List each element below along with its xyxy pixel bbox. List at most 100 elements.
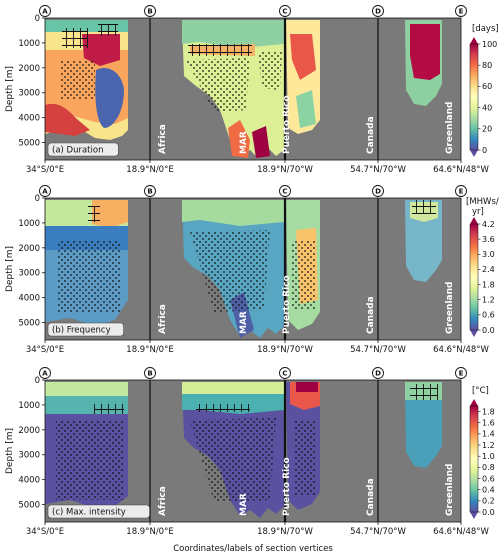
place-label: Canada <box>366 116 376 154</box>
place-label: Africa <box>158 486 168 516</box>
vertex-marker-B: B <box>147 188 152 196</box>
vertex-marker-C: C <box>282 8 287 16</box>
y-tick-label: 0 <box>35 14 40 24</box>
vertex-marker-circle <box>455 367 467 379</box>
y-tick-label: 0 <box>35 376 40 386</box>
vertex-marker-E: E <box>459 370 464 378</box>
colorbar-tick-label: 60 <box>482 82 492 91</box>
colorbar-tick-label: 1.8 <box>482 407 495 416</box>
colorbar-tick-label: 80 <box>482 61 492 70</box>
y-tick-label: 2000 <box>18 244 40 254</box>
x-tick-label: 18.9°N/70°W <box>257 345 313 355</box>
x-tick-label: 34°S/0°E <box>26 527 64 537</box>
place-label: Puerto Rico <box>282 457 292 516</box>
y-tick-label: 3000 <box>18 89 40 99</box>
colorbar-tick-label: 1.6 <box>482 419 495 428</box>
vertex-marker-A: A <box>42 8 48 16</box>
colorbar-unit: [MHWs/ <box>466 197 499 207</box>
x-tick-label: 64.6°N/48°W <box>433 345 489 355</box>
place-label: Africa <box>158 304 168 334</box>
place-label: MAR <box>239 311 249 334</box>
colorbar-unit: [°C] <box>472 386 489 396</box>
vertex-marker-A: A <box>42 370 48 378</box>
vertex-marker-circle <box>455 185 467 197</box>
panel-frequency <box>45 198 461 340</box>
vertex-marker-C: C <box>282 188 287 196</box>
place-label: Canada <box>366 478 376 516</box>
panel-axes-2: 0 1000 2000 3000 4000 5000 Depth [m] 34°S/0°E 18… <box>5 367 495 537</box>
vertex-marker-circle <box>455 5 467 17</box>
panel-axes-1: 0 1000 2000 3000 4000 5000 Depth [m] 34°S/0°E 18… <box>5 185 499 355</box>
y-tick-label: 0 <box>35 194 40 204</box>
x-tick-label: 54.7°N/70°W <box>350 527 406 537</box>
colorbar-tick-label: 0.4 <box>482 485 495 494</box>
x-tick-label: 64.6°N/48°W <box>433 165 489 175</box>
y-tick-label: 2000 <box>18 64 40 74</box>
panel-title-box <box>47 322 124 337</box>
vertex-marker-circle <box>279 185 291 197</box>
y-tick-label: 5000 <box>18 319 40 329</box>
x-tick-label: 18.9°N/0°E <box>126 165 173 175</box>
colorbar-tick-label: 1.0 <box>482 452 495 461</box>
colorbar-extend-max <box>470 399 478 406</box>
place-label: Greenland <box>445 464 455 516</box>
y-axis-label: Depth [m] <box>5 428 15 474</box>
panel-title: (b) Frequency <box>52 326 111 336</box>
colorbar-extend-min <box>470 330 478 337</box>
vertex-marker-B: B <box>147 370 152 378</box>
vertex-marker-circle <box>144 185 156 197</box>
significance-stippling <box>56 418 316 502</box>
panel-title-box <box>47 504 150 519</box>
vertex-marker-circle <box>144 5 156 17</box>
y-tick-label: 1000 <box>18 39 40 49</box>
x-axis-label: Coordinates/labels of section vertices <box>173 544 333 554</box>
significance-stippling <box>60 52 282 112</box>
vertex-marker-circle <box>144 367 156 379</box>
colorbar <box>469 43 479 151</box>
y-tick-label: 5000 <box>18 139 40 149</box>
colorbar-tick-label: 3.6 <box>482 235 495 244</box>
place-label: MAR <box>239 493 249 516</box>
x-tick-label: 34°S/0°E <box>26 345 64 355</box>
colorbar-tick-label: 1.4 <box>482 430 495 439</box>
plot-border <box>44 197 462 341</box>
y-tick-label: 4000 <box>18 294 40 304</box>
colorbar-tick-label: 0.8 <box>482 463 495 472</box>
colorbar-extend-max <box>470 217 478 224</box>
y-tick-label: 4000 <box>18 114 40 124</box>
colorbar <box>469 405 479 513</box>
plot-border <box>44 379 462 523</box>
vertex-marker-B: B <box>147 8 152 16</box>
y-tick-label: 5000 <box>18 501 40 511</box>
vertex-marker-circle <box>372 185 384 197</box>
y-axis-label: Depth [m] <box>5 66 15 112</box>
x-tick-label: 18.9°N/70°W <box>257 527 313 537</box>
x-tick-label: 54.7°N/70°W <box>350 165 406 175</box>
y-tick-label: 1000 <box>18 219 40 229</box>
colorbar-extend-min <box>470 150 478 157</box>
x-tick-label: 64.6°N/48°W <box>433 527 489 537</box>
colorbar-tick-label: 1.2 <box>482 296 495 305</box>
colorbar-tick-label: 0 <box>482 146 487 155</box>
vertex-marker-A: A <box>42 188 48 196</box>
colorbar-tick-label: 3.0 <box>482 250 495 259</box>
colorbar-tick-label: 1.2 <box>482 441 495 450</box>
y-tick-label: 4000 <box>18 476 40 486</box>
vertex-marker-circle <box>39 5 51 17</box>
vertex-marker-circle <box>39 367 51 379</box>
y-tick-label: 3000 <box>18 269 40 279</box>
vertex-marker-circle <box>279 5 291 17</box>
place-label: Puerto Rico <box>282 95 292 154</box>
colorbar-tick-label: 0.0 <box>482 508 495 517</box>
colorbar <box>469 223 479 331</box>
colorbar-extend-max <box>470 37 478 44</box>
colorbar-tick-label: 0.6 <box>482 474 495 483</box>
colorbar-tick-label: 40 <box>482 103 492 112</box>
place-label: Greenland <box>445 282 455 334</box>
colorbar-tick-label: 2.4 <box>482 265 495 274</box>
colorbar-tick-label: 1.8 <box>482 280 495 289</box>
x-tick-label: 18.9°N/0°E <box>126 527 173 537</box>
place-label: Puerto Rico <box>282 275 292 334</box>
